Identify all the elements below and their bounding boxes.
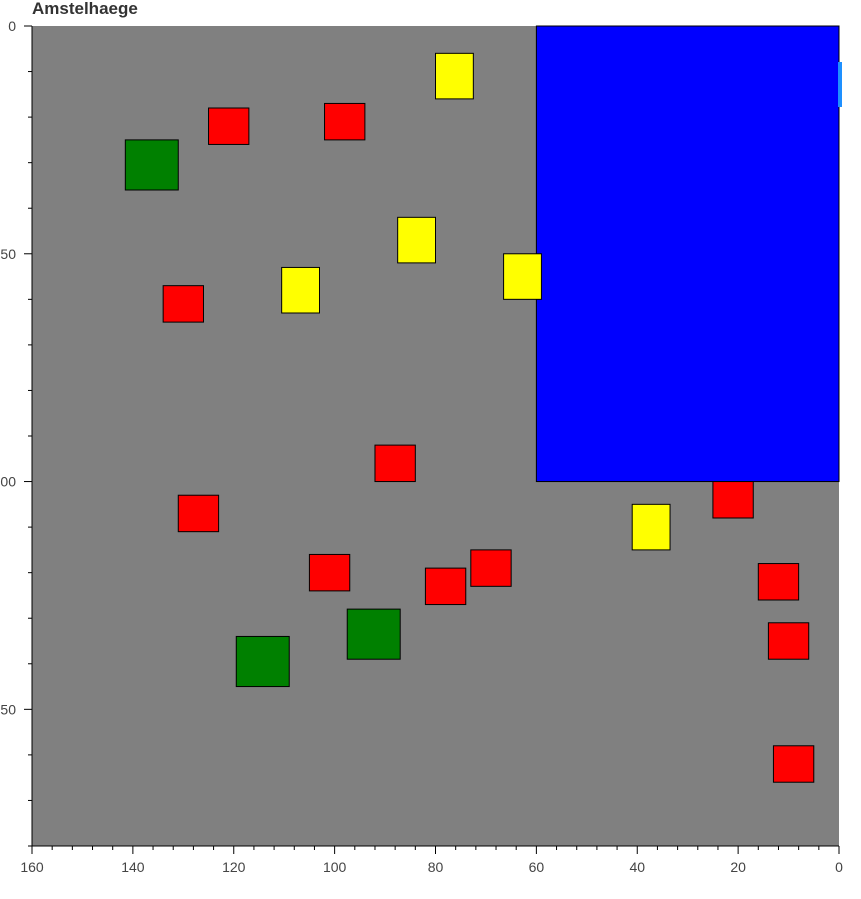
house-red-10 — [177, 494, 220, 533]
x-tick-label: 20 — [730, 859, 746, 875]
house-yellow-0 — [435, 52, 474, 100]
y-tick-label: 150 — [0, 701, 16, 717]
x-tick-label: 80 — [428, 859, 444, 875]
house-yellow-6 — [281, 266, 320, 314]
house-red-14 — [757, 563, 800, 601]
y-tick-label: 50 — [0, 246, 16, 262]
x-tick-label: 0 — [835, 859, 843, 875]
x-tick-label: 100 — [323, 859, 347, 875]
x-tick-label: 120 — [222, 859, 246, 875]
house-yellow-4 — [397, 216, 436, 264]
house-red-9 — [712, 481, 754, 519]
regions-layer — [535, 25, 840, 483]
house-red-12 — [470, 549, 512, 587]
house-red-13 — [308, 553, 351, 592]
houses-layer — [124, 52, 815, 783]
y-tick-label: 0 — [8, 18, 16, 34]
x-tick-label: 60 — [529, 859, 545, 875]
house-red-15 — [424, 567, 467, 606]
chart-title: Amstelhaege — [32, 0, 138, 18]
house-red-7 — [162, 285, 204, 323]
house-green-3 — [124, 139, 179, 191]
axes-layer: 160 140 120 100 80 60 40 20 0 0 50 100 150 — [0, 18, 843, 875]
house-red-17 — [767, 622, 810, 660]
x-tick-label: 140 — [121, 859, 145, 875]
house-yellow-11 — [631, 503, 671, 551]
water-region — [535, 25, 840, 483]
x-tick-label: 40 — [629, 859, 645, 875]
legend-marker-clipped — [838, 62, 842, 107]
y-tick-label: 100 — [0, 474, 16, 490]
house-green-16 — [346, 608, 401, 660]
x-tick-label: 160 — [20, 859, 44, 875]
house-green-18 — [235, 635, 290, 688]
house-yellow-5 — [503, 253, 542, 300]
house-red-8 — [374, 444, 416, 483]
house-red-1 — [208, 107, 250, 145]
house-red-2 — [324, 102, 366, 141]
house-red-19 — [772, 745, 815, 783]
